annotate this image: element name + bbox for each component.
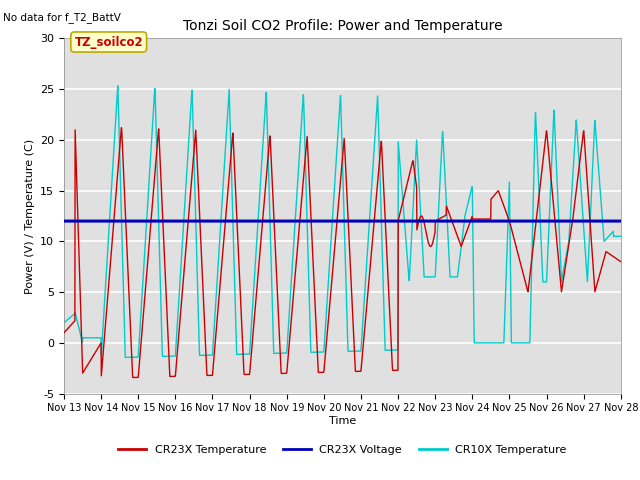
Text: No data for f_T2_BattV: No data for f_T2_BattV xyxy=(3,12,121,23)
CR23X Temperature xyxy=(499,201,507,206)
CR23X Voltage xyxy=(499,218,506,224)
CR23X Temperature xyxy=(617,259,625,264)
Line: CR10X Temperature: CR10X Temperature xyxy=(64,86,621,358)
CR23X Temperature xyxy=(602,252,609,257)
Title: Tonzi Soil CO2 Profile: Power and Temperature: Tonzi Soil CO2 Profile: Power and Temper… xyxy=(182,19,502,33)
CR10X Temperature xyxy=(601,238,609,243)
CR23X Voltage xyxy=(600,218,608,224)
Text: TZ_soilco2: TZ_soilco2 xyxy=(74,36,143,48)
CR23X Temperature xyxy=(332,238,339,243)
CR23X Temperature xyxy=(601,252,609,258)
CR10X Temperature xyxy=(617,233,625,239)
CR10X Temperature xyxy=(602,237,609,243)
CR10X Temperature xyxy=(114,83,122,89)
Line: CR23X Temperature: CR23X Temperature xyxy=(64,128,621,377)
CR23X Voltage xyxy=(316,218,324,224)
CR23X Voltage xyxy=(88,218,96,224)
CR23X Temperature xyxy=(60,330,68,336)
CR23X Temperature xyxy=(129,374,136,380)
CR23X Temperature xyxy=(118,125,125,131)
CR10X Temperature xyxy=(332,172,339,178)
CR23X Voltage xyxy=(331,218,339,224)
CR10X Temperature xyxy=(122,355,129,360)
CR10X Temperature xyxy=(88,335,96,341)
CR23X Voltage xyxy=(617,218,625,224)
X-axis label: Time: Time xyxy=(329,416,356,426)
CR10X Temperature xyxy=(499,340,507,346)
CR23X Temperature xyxy=(88,354,96,360)
CR23X Voltage xyxy=(601,218,609,224)
CR10X Temperature xyxy=(317,349,324,355)
Legend: CR23X Temperature, CR23X Voltage, CR10X Temperature: CR23X Temperature, CR23X Voltage, CR10X … xyxy=(113,440,572,459)
CR23X Temperature xyxy=(317,370,324,375)
Y-axis label: Power (V) / Temperature (C): Power (V) / Temperature (C) xyxy=(24,138,35,294)
CR23X Voltage xyxy=(60,218,68,224)
CR10X Temperature xyxy=(60,320,68,325)
